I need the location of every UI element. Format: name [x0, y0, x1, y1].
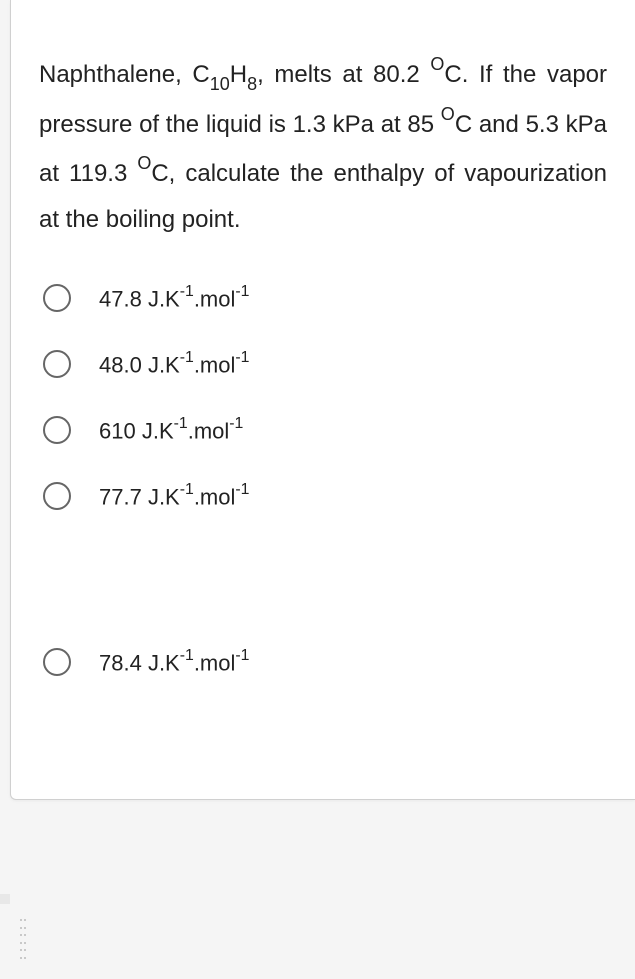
option-2-value: 48.0 — [99, 352, 142, 377]
option-2-s1: -1 — [180, 349, 194, 366]
radio-3[interactable] — [43, 416, 71, 444]
option-3-s1: -1 — [174, 415, 188, 432]
option-4-s1: -1 — [180, 481, 194, 498]
option-5-u1: J.K — [142, 650, 180, 675]
q-sub-1: 10 — [210, 74, 230, 94]
option-3-u2: .mol — [188, 418, 230, 443]
option-4[interactable]: 77.7 J.K-1.mol-1 — [43, 482, 607, 510]
option-4-label: 77.7 J.K-1.mol-1 — [99, 483, 249, 510]
option-5-value: 78.4 — [99, 650, 142, 675]
option-2-u1: J.K — [142, 352, 180, 377]
radio-1[interactable] — [43, 284, 71, 312]
option-1[interactable]: 47.8 J.K-1.mol-1 — [43, 284, 607, 312]
q-text-3: , melts at 80.2 — [257, 61, 430, 88]
q-sup-3: O — [137, 153, 151, 173]
radio-5[interactable] — [43, 648, 71, 676]
question-text: Naphthalene, C10H8, melts at 80.2 OC. If… — [39, 50, 607, 244]
left-edge-fragment — [0, 894, 10, 904]
option-1-value: 47.8 — [99, 286, 142, 311]
radio-4[interactable] — [43, 482, 71, 510]
option-3-u1: J.K — [136, 418, 174, 443]
option-3-value: 610 — [99, 418, 136, 443]
option-4-u2: .mol — [194, 484, 236, 509]
option-3[interactable]: 610 J.K-1.mol-1 — [43, 416, 607, 444]
option-2[interactable]: 48.0 J.K-1.mol-1 — [43, 350, 607, 378]
option-1-u1: J.K — [142, 286, 180, 311]
option-1-s1: -1 — [180, 283, 194, 300]
q-sub-2: 8 — [247, 74, 257, 94]
option-5-s2: -1 — [235, 647, 249, 664]
q-sup-1: O — [430, 54, 444, 74]
option-5-s1: -1 — [180, 647, 194, 664]
option-1-s2: -1 — [235, 283, 249, 300]
option-1-u2: .mol — [194, 286, 236, 311]
option-4-s2: -1 — [235, 481, 249, 498]
q-sup-2: O — [441, 104, 455, 124]
option-3-s2: -1 — [229, 415, 243, 432]
radio-2[interactable] — [43, 350, 71, 378]
options-group: 47.8 J.K-1.mol-1 48.0 J.K-1.mol-1 610 J.… — [39, 284, 607, 676]
option-2-u2: .mol — [194, 352, 236, 377]
option-1-label: 47.8 J.K-1.mol-1 — [99, 285, 249, 312]
option-4-u1: J.K — [142, 484, 180, 509]
option-5-label: 78.4 J.K-1.mol-1 — [99, 649, 249, 676]
option-5-u2: .mol — [194, 650, 236, 675]
option-2-label: 48.0 J.K-1.mol-1 — [99, 351, 249, 378]
option-5[interactable]: 78.4 J.K-1.mol-1 — [43, 648, 607, 676]
q-text-2: H — [230, 61, 247, 88]
option-3-label: 610 J.K-1.mol-1 — [99, 417, 243, 444]
question-card: Naphthalene, C10H8, melts at 80.2 OC. If… — [10, 0, 635, 800]
q-text-1: Naphthalene, C — [39, 61, 210, 88]
option-4-value: 77.7 — [99, 484, 142, 509]
drag-handle-icon — [20, 919, 28, 959]
option-2-s2: -1 — [235, 349, 249, 366]
